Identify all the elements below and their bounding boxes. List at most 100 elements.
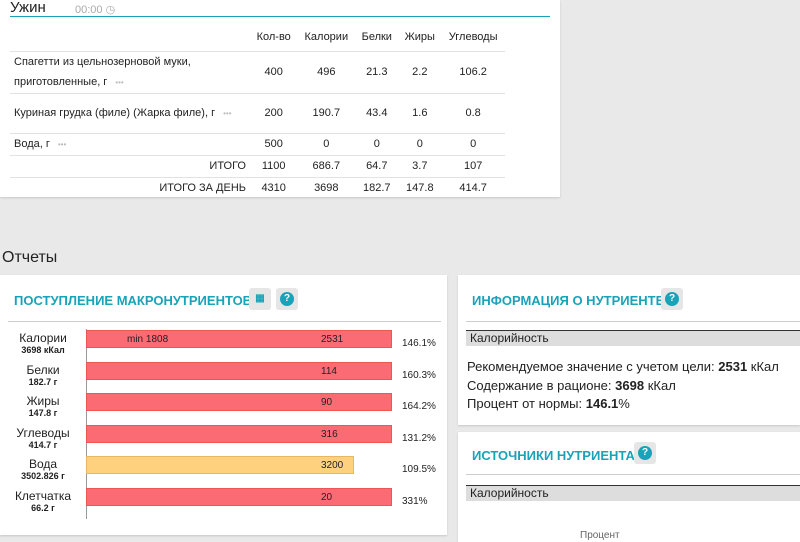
- percent: 331%: [402, 495, 428, 507]
- header-cell: Жиры: [404, 30, 435, 43]
- info-title: ИНФОРМАЦИЯ О НУТРИЕНТЕ: [472, 293, 665, 308]
- bar: 90: [86, 393, 392, 411]
- cell: 2.2: [398, 50, 442, 93]
- bar: 3200: [86, 456, 354, 474]
- sources-title: ИСТОЧНИКИ НУТРИЕНТА: [472, 448, 635, 463]
- meal-time: 00:00 ◷: [75, 4, 116, 16]
- name: Белки: [26, 362, 60, 377]
- cell: 686.7: [297, 154, 356, 177]
- cell: 107: [441, 154, 505, 177]
- percent: 146.1%: [402, 338, 436, 349]
- cell: 182.7: [355, 176, 399, 199]
- amount: 147.8 г: [28, 408, 58, 418]
- amount: 3698 кКал: [21, 345, 65, 355]
- cell: 3.7: [398, 154, 442, 177]
- name: Калории: [19, 331, 67, 345]
- name: Куриная грудка (филе) (Жарка филе), г: [14, 106, 216, 119]
- macro-label: Клетчатка 66.2 г: [0, 490, 86, 514]
- total-label: ИТОГО: [10, 154, 250, 177]
- more: •••: [57, 139, 67, 149]
- amount: 3502.826 г: [21, 471, 65, 481]
- value: 3698: [615, 377, 645, 393]
- cell: 4310: [250, 176, 298, 199]
- cell: 200: [250, 92, 298, 133]
- reports-title: Отчеты: [2, 249, 58, 266]
- bar: 20: [86, 487, 392, 506]
- bar-value: 20: [321, 491, 333, 503]
- percent: 160.3%: [402, 369, 436, 381]
- divider: [8, 321, 441, 322]
- food-row: Вода, г ••• 500 0 0 0 0: [10, 132, 505, 155]
- help-button[interactable]: ?: [634, 442, 656, 464]
- cell: 496: [297, 50, 356, 93]
- cell: 1.6: [398, 92, 442, 133]
- name: Клетчатка: [14, 488, 72, 503]
- total-row: ИТОГО 1100 686.7 64.7 3.7 107: [10, 154, 505, 177]
- bar-value: 3200: [321, 460, 344, 471]
- column-header: Процент: [580, 530, 620, 541]
- header-cell: Кол-во: [256, 30, 291, 43]
- min-label: min 1808: [127, 334, 169, 345]
- unit: кКал: [750, 359, 779, 374]
- name: Жиры: [26, 394, 60, 408]
- bar: min 1808 2531: [86, 330, 392, 348]
- macro-label: Вода 3502.826 г: [0, 458, 86, 482]
- bar-value: 90: [321, 397, 333, 408]
- meal-card: Ужин 00:00 ◷ Кол-во Калории Белки Жиры Углев…: [0, 0, 560, 199]
- cell: 3698: [297, 176, 356, 199]
- bar: 114: [86, 361, 392, 380]
- total-row: ИТОГО ЗА ДЕНЬ 4310 3698 182.7 147.8 414.7: [10, 176, 505, 199]
- cell: 0: [355, 132, 399, 155]
- name: Вода, г: [14, 137, 50, 150]
- value: 146.1: [585, 396, 619, 411]
- macro-card: ПОСТУПЛЕНИЕ МАКРОНУТРИЕНТОВ ▦ ? Калории 3…: [0, 275, 447, 535]
- cell: 0: [441, 132, 505, 155]
- name: Спагетти из цельнозерновой муки, пригото…: [14, 55, 191, 88]
- calendar-button[interactable]: ▦: [249, 288, 271, 310]
- bar-value: 2531: [321, 334, 344, 345]
- cell: 43.4: [355, 92, 399, 133]
- help-button[interactable]: ?: [276, 288, 298, 310]
- meal-title: Ужин: [10, 0, 46, 16]
- percent: 131.2%: [402, 432, 436, 444]
- time: 00:00: [75, 4, 103, 16]
- cell: 0.8: [441, 92, 505, 133]
- name: Углеводы: [16, 425, 70, 440]
- info-line: Содержание в рационе: 3698 кКал: [467, 378, 676, 393]
- cell: 500: [250, 132, 298, 155]
- help-button[interactable]: ?: [661, 288, 683, 310]
- macro-label: Жиры 147.8 г: [0, 395, 86, 419]
- header-cell: Калории: [304, 30, 349, 43]
- total-label: ИТОГО ЗА ДЕНЬ: [10, 176, 250, 199]
- bar-value: 316: [321, 428, 338, 440]
- amount: 66.2 г: [31, 502, 55, 513]
- macro-label: Углеводы 414.7 г: [0, 427, 86, 451]
- header-cell: Углеводы: [448, 30, 498, 43]
- percent: 164.2%: [402, 401, 436, 412]
- info-line: Процент от нормы: 146.1%: [467, 396, 630, 411]
- divider: [466, 321, 800, 322]
- header-cell: [10, 23, 250, 51]
- cell: 64.7: [355, 154, 399, 177]
- meal-table: Кол-во Калории Белки Жиры Углеводы Спагетти и…: [10, 23, 505, 199]
- axis: [86, 329, 87, 519]
- food-name: Куриная грудка (филе) (Жарка филе), г •••: [10, 92, 250, 133]
- food-name: Вода, г •••: [10, 132, 250, 155]
- unit: кКал: [647, 377, 676, 393]
- value: 2531: [718, 359, 748, 374]
- header-row: Кол-во Калории Белки Жиры Углеводы: [10, 23, 505, 51]
- macro-label: Белки 182.7 г: [0, 364, 86, 388]
- more: •••: [115, 77, 124, 87]
- cell: 147.8: [398, 176, 442, 199]
- food-row: Спагетти из цельнозерновой муки, пригото…: [10, 50, 505, 93]
- label: Рекомендуемое значение с учетом цели:: [467, 359, 715, 374]
- label: Содержание в рационе:: [467, 377, 612, 393]
- name: Вода: [28, 457, 58, 471]
- cell: 106.2: [441, 50, 505, 93]
- info-line: Рекомендуемое значение с учетом цели: 25…: [467, 359, 779, 374]
- more: •••: [223, 108, 232, 118]
- nutrient-header: Калорийность: [466, 485, 800, 501]
- divider: [10, 16, 550, 17]
- cell: 414.7: [441, 176, 505, 199]
- bar: 316: [86, 424, 392, 443]
